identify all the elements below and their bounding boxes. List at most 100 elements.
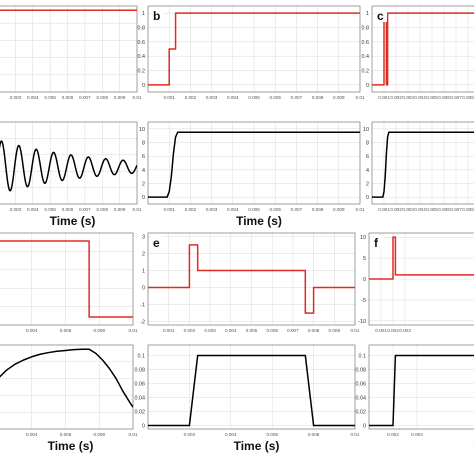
y-tick-label: 0.4 bbox=[362, 54, 370, 60]
panel-c-bottom: 0.001 0.002 0.003 0.004 0.005 0.006 0.007 0.008… bbox=[363, 121, 474, 212]
y-tick-label: 1 bbox=[142, 11, 145, 17]
y-tick-label: 1 bbox=[366, 11, 369, 17]
panel-label-bg bbox=[372, 236, 384, 249]
y-tick-label: 0.04 bbox=[356, 396, 367, 402]
y-tick-label: 0.8 bbox=[138, 26, 146, 32]
plot-frame bbox=[0, 344, 134, 430]
x-tick-label: 0.006 bbox=[269, 95, 281, 100]
x-tick-label: 0.004 bbox=[225, 328, 237, 333]
x-tick-label: 0.002 bbox=[390, 207, 402, 212]
panel-b-top: 0.001 0.002 0.003 0.004 0.005 0.006 0.007 0.008… bbox=[138, 5, 365, 100]
series-line-f-bottom-0 bbox=[369, 354, 474, 427]
panel-a-bottom: 0.003 0.004 0.005 0.006 0.007 0.008 0.009 0.01 T… bbox=[0, 121, 142, 228]
y-tick-label: 0.1 bbox=[138, 354, 146, 360]
x-tick-label: 0.01 bbox=[133, 207, 142, 212]
y-tick-label: -10 bbox=[358, 319, 366, 325]
x-tick-label: 0.006 bbox=[60, 328, 72, 333]
y-tick-label: 0.08 bbox=[356, 368, 367, 374]
x-axis-label: Time (s) bbox=[236, 214, 282, 228]
y-tick-label: 0.6 bbox=[138, 40, 146, 46]
x-tick-label: 0.003 bbox=[402, 95, 414, 100]
grid bbox=[0, 122, 137, 204]
x-tick-label: 0.004 bbox=[225, 432, 237, 437]
x-tick-label: 0.008 bbox=[462, 95, 474, 100]
x-tick-label: 0.008 bbox=[312, 207, 324, 212]
plot-frame bbox=[368, 344, 474, 430]
x-axis-label: Time (s) bbox=[48, 439, 94, 453]
x-tick-label: 0.009 bbox=[114, 95, 126, 100]
x-tick-label: 0.007 bbox=[79, 207, 91, 212]
y-tick-label: 2 bbox=[366, 182, 369, 188]
series-line-d-top-0 bbox=[0, 240, 133, 318]
x-tick-label: 0.005 bbox=[426, 95, 438, 100]
y-tick-label: 0.02 bbox=[356, 410, 367, 416]
x-axis-label: Time (s) bbox=[50, 214, 96, 228]
x-tick-label: 0.004 bbox=[227, 95, 239, 100]
x-tick-label: 0.006 bbox=[266, 328, 278, 333]
x-tick-label: 0.002 bbox=[387, 328, 399, 333]
y-tick-label: 0 bbox=[142, 286, 145, 292]
panel-label: e bbox=[153, 236, 160, 250]
panel-f-top: 0.001 0.002 0.003 -10 -5 0 5 10 f bbox=[358, 232, 474, 333]
x-tick-label: 0.001 bbox=[163, 95, 175, 100]
x-tick-label: 0.008 bbox=[308, 328, 320, 333]
grid bbox=[148, 6, 360, 92]
x-tick-label: 0.004 bbox=[26, 432, 38, 437]
x-tick-label: 0.005 bbox=[246, 328, 258, 333]
grid bbox=[369, 345, 474, 429]
x-tick-label: 0.01 bbox=[351, 328, 360, 333]
x-tick-label: 0.006 bbox=[60, 432, 72, 437]
x-tick-label: 0.005 bbox=[44, 95, 56, 100]
grid bbox=[0, 6, 137, 92]
plot-frame bbox=[147, 5, 361, 93]
y-tick-label: 0 bbox=[366, 195, 369, 201]
y-tick-label: 5 bbox=[363, 256, 366, 262]
y-tick-label: 0.4 bbox=[138, 54, 146, 60]
x-tick-label: 0.009 bbox=[333, 95, 345, 100]
x-tick-label: 0.002 bbox=[185, 95, 197, 100]
x-tick-label: 0.005 bbox=[426, 207, 438, 212]
y-tick-label: 10 bbox=[363, 127, 369, 133]
x-tick-label: 0.01 bbox=[129, 328, 138, 333]
y-tick-label: 0.02 bbox=[135, 410, 146, 416]
y-tick-label: -5 bbox=[361, 298, 366, 304]
x-tick-label: 0.004 bbox=[414, 95, 426, 100]
x-tick-label: 0.004 bbox=[414, 207, 426, 212]
grid bbox=[148, 122, 360, 204]
x-tick-label: 0.002 bbox=[184, 328, 196, 333]
x-tick-label: 0.01 bbox=[133, 95, 142, 100]
x-tick-label: 0.006 bbox=[266, 432, 278, 437]
x-tick-label: 0.01 bbox=[356, 207, 365, 212]
x-tick-label: 0.002 bbox=[184, 432, 196, 437]
y-tick-label: 0 bbox=[363, 424, 366, 430]
panel-label-bg bbox=[151, 9, 163, 22]
x-tick-label: 0.001 bbox=[378, 207, 390, 212]
panel-d-top: 0.004 0.006 0.008 0.01 bbox=[0, 232, 138, 333]
x-tick-label: 0.008 bbox=[97, 207, 109, 212]
plot-frame bbox=[147, 344, 356, 430]
grid bbox=[148, 233, 355, 325]
x-tick-label: 0.008 bbox=[97, 95, 109, 100]
y-tick-label: 0 bbox=[142, 83, 145, 89]
y-tick-label: 0.06 bbox=[135, 382, 146, 388]
x-tick-label: 0.003 bbox=[206, 207, 218, 212]
x-tick-label: 0.003 bbox=[399, 328, 411, 333]
x-axis-label: Time (s) bbox=[234, 439, 280, 453]
x-tick-label: 0.007 bbox=[450, 95, 462, 100]
x-tick-label: 0.006 bbox=[62, 207, 74, 212]
x-tick-label: 0.002 bbox=[390, 95, 402, 100]
x-tick-label: 0.01 bbox=[356, 95, 365, 100]
series-line-e-bottom-0 bbox=[148, 354, 355, 427]
x-tick-label: 0.006 bbox=[438, 95, 450, 100]
x-tick-label: 0.006 bbox=[438, 207, 450, 212]
series-line-c-bottom-0 bbox=[372, 131, 474, 198]
x-tick-label: 0.004 bbox=[411, 432, 423, 437]
grid bbox=[372, 122, 474, 204]
x-tick-label: 0.008 bbox=[462, 207, 474, 212]
x-tick-label: 0.009 bbox=[114, 207, 126, 212]
series-line-a-bottom-0 bbox=[0, 140, 137, 192]
y-tick-label: 0 bbox=[142, 424, 145, 430]
plot-frame bbox=[371, 121, 474, 205]
